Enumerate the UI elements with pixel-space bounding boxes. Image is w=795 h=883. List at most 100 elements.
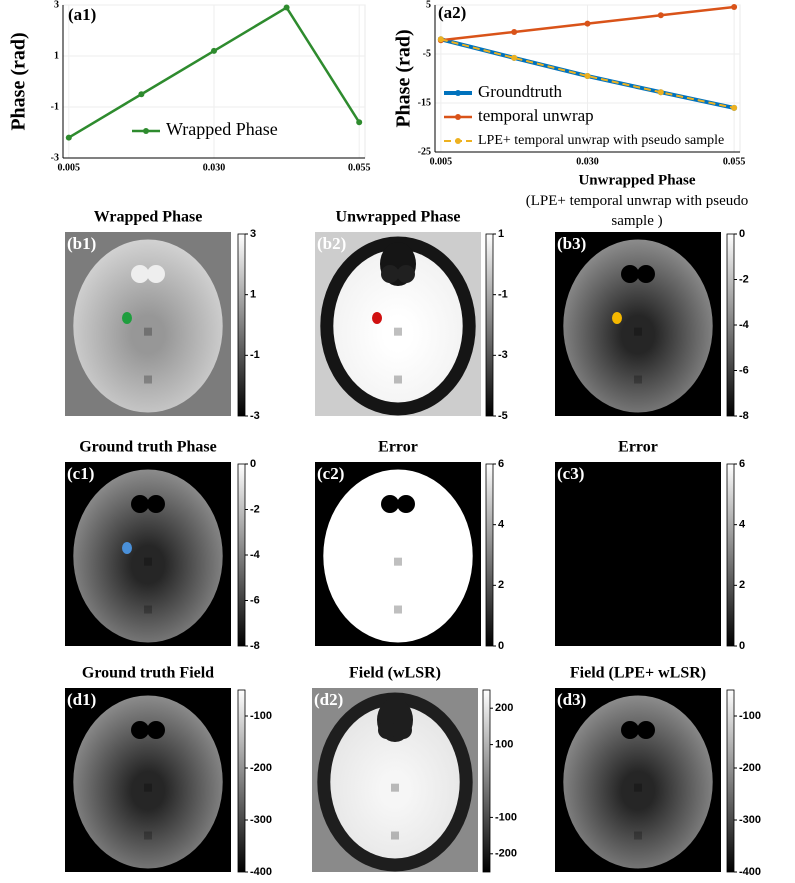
colorbar-tick-label: -100 xyxy=(495,811,517,823)
legend-label: temporal unwrap xyxy=(478,106,594,125)
panel-label: (b1) xyxy=(67,234,96,253)
colorbar-tick-label: -4 xyxy=(250,549,261,561)
colorbar xyxy=(486,234,493,416)
panel-title: Error xyxy=(378,439,418,456)
colorbar-tick-label: -200 xyxy=(495,848,517,860)
phantom xyxy=(73,470,222,643)
panel-title: Unwrapped Phase xyxy=(336,209,461,226)
point xyxy=(585,73,591,79)
y-tick-label: -5 xyxy=(423,48,431,59)
panel-label: (a2) xyxy=(438,3,466,22)
colorbar-tick-label: -8 xyxy=(739,410,749,422)
colorbar-tick-label: -400 xyxy=(250,866,272,878)
colorbar xyxy=(727,690,734,872)
panel-title: Field (wLSR) xyxy=(349,665,441,682)
colorbar-tick-label: -4 xyxy=(739,319,750,331)
y-tick-label: -15 xyxy=(418,97,431,108)
legend-label: LPE+ temporal unwrap with pseudo sample xyxy=(478,133,724,148)
point xyxy=(438,36,444,42)
colorbar-tick-label: 100 xyxy=(495,739,513,751)
panel-label: (c3) xyxy=(557,464,584,483)
y-tick-label: -1 xyxy=(51,101,59,112)
colorbar xyxy=(727,464,734,646)
colorbar xyxy=(727,234,734,416)
colorbar-tick-label: -100 xyxy=(739,710,761,722)
point xyxy=(511,29,517,35)
phantom-hole xyxy=(131,721,149,739)
legend-marker xyxy=(455,90,461,96)
colorbar-tick-label: 6 xyxy=(498,458,504,470)
phantom-spot xyxy=(634,328,642,336)
phantom-spot xyxy=(144,328,152,336)
colorbar-tick-label: 6 xyxy=(739,458,745,470)
point xyxy=(284,5,290,11)
colorbar-tick-label: 1 xyxy=(498,228,504,240)
colorbar xyxy=(238,690,245,872)
colorbar-tick-label: 0 xyxy=(250,458,256,470)
panel-title: Error xyxy=(618,439,658,456)
point xyxy=(658,89,664,95)
legend-marker xyxy=(455,138,461,144)
phantom-hole xyxy=(397,265,415,283)
phantom-hole xyxy=(381,495,399,513)
colorbar-tick-label: -200 xyxy=(739,762,761,774)
colorbar-tick-label: 3 xyxy=(250,228,256,240)
panel-title: Ground truth Phase xyxy=(79,439,217,456)
colorbar-tick-label: 1 xyxy=(250,289,256,301)
colorbar-tick-label: -2 xyxy=(250,503,260,515)
phantom-hole xyxy=(397,495,415,513)
phantom-spot xyxy=(634,832,642,840)
subtitle-box: (LPE+ temporal unwrap with pseudo sample… xyxy=(517,191,757,235)
phantom-spot xyxy=(144,558,152,566)
point xyxy=(138,91,144,97)
colorbar xyxy=(238,234,245,416)
colorbar-tick-label: -200 xyxy=(250,762,272,774)
panel-label: (c1) xyxy=(67,464,94,483)
x-tick-label: 0.005 xyxy=(58,162,81,173)
colorbar-tick-label: -100 xyxy=(250,710,272,722)
colorbar-tick-label: 2 xyxy=(498,579,504,591)
phantom-hole xyxy=(147,495,165,513)
phantom xyxy=(323,470,472,643)
panel-title: Wrapped Phase xyxy=(94,209,203,226)
colorbar xyxy=(483,690,490,872)
phantom-hole xyxy=(147,265,165,283)
phantom-hole xyxy=(621,721,639,739)
legend-marker xyxy=(455,114,461,120)
colorbar-tick-label: -2 xyxy=(739,273,749,285)
colorbar-tick-label: 0 xyxy=(739,640,745,652)
phantom-hole xyxy=(131,495,149,513)
point xyxy=(356,119,362,125)
y-tick-label: 5 xyxy=(426,0,431,10)
phantom-spot xyxy=(391,784,399,792)
x-tick-label: 0.030 xyxy=(203,162,226,173)
phantom-spot xyxy=(144,376,152,384)
phantom-spot xyxy=(144,784,152,792)
phantom xyxy=(73,240,222,413)
colorbar-tick-label: -3 xyxy=(498,349,508,361)
phantom-spot xyxy=(394,558,402,566)
phantom-spot xyxy=(394,606,402,614)
colorbar-tick-label: -400 xyxy=(739,866,761,878)
colorbar-tick-label: -1 xyxy=(498,289,508,301)
phantom-spot xyxy=(634,376,642,384)
colorbar-tick-label: -300 xyxy=(739,814,761,826)
figure: 31-1-30.0050.0300.055Phase (rad)(a1)Wrap… xyxy=(0,0,795,883)
phantom xyxy=(563,240,712,413)
point xyxy=(511,55,517,61)
marker-point xyxy=(612,312,622,324)
point xyxy=(658,12,664,18)
point xyxy=(731,4,737,10)
phantom-hole xyxy=(394,721,412,739)
point xyxy=(211,48,217,54)
phantom-hole xyxy=(381,265,399,283)
y-tick-label: 3 xyxy=(54,0,59,10)
marker-point xyxy=(122,542,132,554)
panel-title: Unwrapped Phase xyxy=(578,172,695,188)
phantom-spot xyxy=(394,328,402,336)
panel-title: Ground truth Field xyxy=(82,665,214,682)
image-background xyxy=(555,462,721,646)
colorbar-tick-label: -1 xyxy=(250,349,260,361)
colorbar-tick-label: -300 xyxy=(250,814,272,826)
panel-title: Field (LPE+ wLSR) xyxy=(570,665,706,682)
